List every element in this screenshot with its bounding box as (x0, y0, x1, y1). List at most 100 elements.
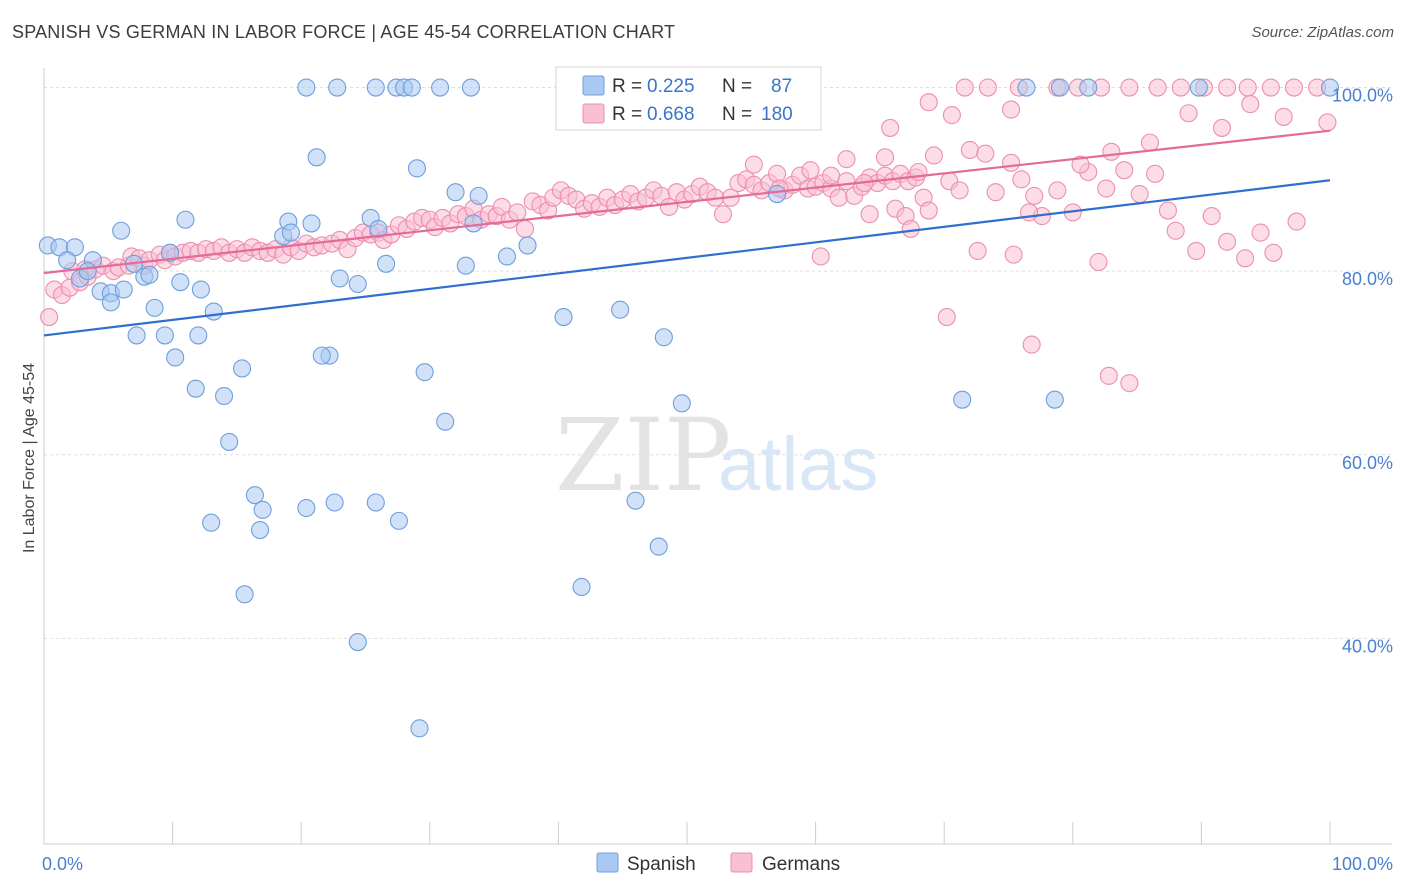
y-tick-labels: 40.0% 60.0% 80.0% 100.0% (1332, 86, 1393, 657)
germans-point (1048, 181, 1067, 200)
spanish-point (297, 78, 316, 97)
spanish-point (253, 500, 272, 519)
spanish-point (366, 493, 385, 512)
germans-point (860, 205, 879, 224)
y-tick-label: 40.0% (1342, 636, 1393, 656)
spanish-point (348, 633, 367, 652)
spanish-point (307, 148, 326, 167)
germans-point (960, 140, 979, 160)
germans-point (801, 161, 820, 180)
germans-point (1318, 113, 1337, 132)
spanish-point (220, 432, 239, 451)
germans-point (1241, 95, 1260, 114)
germans-point (978, 78, 997, 97)
spanish-point (407, 159, 426, 178)
germans-point (1099, 366, 1118, 385)
germans-point (937, 308, 956, 327)
germans-point (986, 183, 1005, 202)
germans-point (1102, 142, 1121, 161)
y-tick-label: 60.0% (1342, 453, 1393, 473)
spanish-point (112, 221, 131, 240)
spanish-point (145, 298, 164, 317)
spanish-point (155, 326, 174, 345)
spanish-point (171, 273, 190, 292)
germans-point (811, 247, 830, 266)
spanish-point (245, 486, 264, 505)
germans-point (919, 93, 938, 112)
legend-r-value-1: 0.225 (647, 76, 695, 97)
spanish-point (572, 577, 591, 597)
germans-point (1120, 374, 1139, 393)
spanish-point (464, 214, 483, 233)
legend-n-value-2: 180 (761, 104, 793, 125)
germans-point (1179, 104, 1198, 123)
spanish-point (189, 326, 208, 345)
spanish-point (328, 78, 347, 97)
legend-n-label-1: N = (722, 76, 752, 97)
spanish-point (204, 302, 223, 321)
bottom-legend-spanish-label: Spanish (627, 854, 696, 875)
spanish-point (235, 585, 254, 604)
germans-point (1089, 252, 1108, 272)
y-tick-label: 100.0% (1332, 86, 1393, 106)
germans-point (950, 181, 969, 200)
germans-point (1130, 184, 1149, 204)
spanish-point (1017, 78, 1036, 97)
spanish-point (611, 300, 630, 319)
germans-point (1071, 155, 1090, 174)
spanish-point (446, 183, 465, 202)
germans-point (1002, 153, 1021, 172)
legend-germans-swatch (582, 103, 605, 124)
germans-point (1171, 78, 1190, 97)
germans-point (1140, 133, 1160, 152)
germans-point (1146, 164, 1165, 183)
germans-point (1274, 107, 1293, 126)
spanish-point (160, 243, 180, 262)
germans-point (1148, 78, 1167, 97)
legend-r-label-1: R = (612, 76, 642, 97)
spanish-point (415, 363, 434, 382)
germans-point (1284, 78, 1304, 97)
spanish-point (166, 348, 185, 367)
germans-point (955, 78, 974, 97)
germans-point (1187, 241, 1206, 261)
spanish-point (554, 308, 573, 327)
legend-r-label-2: R = (612, 104, 642, 125)
x-tick-label: 0.0% (42, 854, 83, 874)
spanish-point (191, 280, 210, 299)
spanish-point (431, 78, 450, 97)
spanish-point (389, 511, 408, 530)
germans-point (829, 188, 848, 207)
spanish-point (140, 265, 159, 284)
spanish-point (1045, 390, 1064, 409)
spanish-point (654, 328, 673, 347)
germans-point (968, 241, 987, 261)
y-axis-label: In Labor Force | Age 45-54 (21, 363, 38, 553)
trend-lines (43, 129, 1331, 337)
legend-n-value-1: 87 (771, 76, 792, 97)
germans-point (1002, 100, 1021, 119)
germans-point (1202, 207, 1221, 226)
spanish-point (953, 390, 972, 409)
grid-lines (44, 87, 1392, 639)
spanish-point (469, 186, 488, 205)
legend-spanish-swatch (582, 75, 605, 96)
germans-point (1261, 78, 1280, 97)
germans-point (508, 203, 527, 222)
germans-point (837, 150, 856, 169)
spanish-point (672, 394, 691, 413)
spanish-point (649, 537, 668, 556)
germans-point (767, 164, 787, 183)
spanish-point (232, 359, 252, 378)
germans-point (1287, 212, 1306, 231)
spanish-point (302, 214, 321, 233)
watermark-zip: ZIP (555, 397, 731, 514)
spanish-point (410, 719, 429, 738)
germans-trend-line (43, 129, 1331, 275)
germans-point (744, 155, 763, 174)
germans-point (1158, 201, 1178, 220)
germans-point (1004, 245, 1023, 264)
germans-point (1022, 335, 1041, 354)
germans-point (919, 201, 938, 220)
